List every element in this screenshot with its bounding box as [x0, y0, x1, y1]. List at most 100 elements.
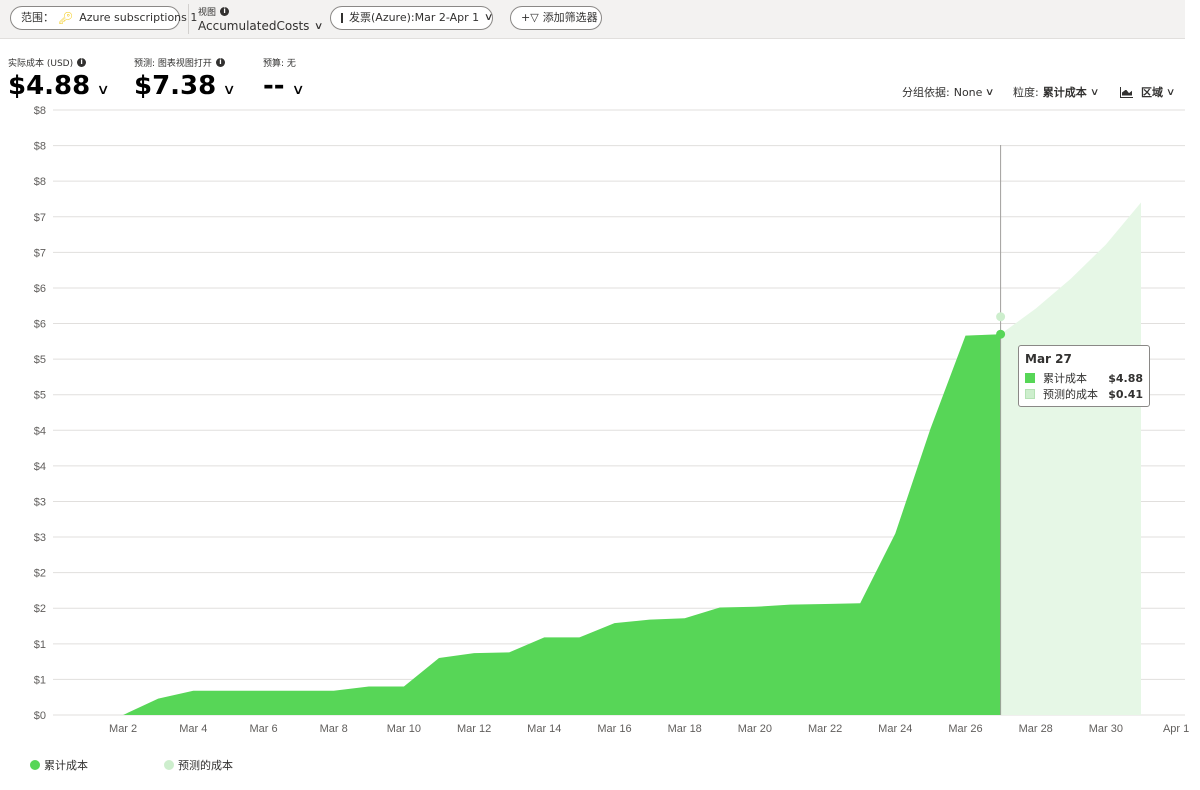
- scope-label: 范围: [21, 11, 43, 24]
- scope-separator: ：: [43, 11, 54, 24]
- x-tick-label: Mar 8: [320, 723, 348, 735]
- kpi-value: --: [263, 71, 285, 101]
- y-tick-label: $7: [34, 247, 46, 259]
- kpi-value: $4.88: [8, 71, 91, 101]
- add-filter-icon: +▽: [521, 11, 539, 24]
- view-label: 视图: [198, 8, 217, 18]
- forecast-hover-point: [996, 312, 1006, 322]
- scrollbar-gap: [1185, 0, 1200, 40]
- tooltip-row-actual: 累计成本 $4.88: [1025, 370, 1143, 386]
- x-tick-label: Mar 30: [1089, 723, 1123, 735]
- info-icon: i: [215, 58, 225, 67]
- x-tick-label: Mar 2: [109, 723, 137, 735]
- view-selector[interactable]: 视图 i AccumulatedCosts ∨: [198, 5, 324, 33]
- chart-type-dropdown[interactable]: 区域 ∨: [1120, 84, 1176, 100]
- y-tick-label: $8: [34, 176, 46, 188]
- x-tick-label: Mar 28: [1019, 723, 1053, 735]
- y-tick-label: $6: [34, 283, 46, 295]
- scope-value: Azure subscriptions 1: [79, 11, 198, 24]
- chevron-down-icon: ∨: [484, 12, 494, 23]
- actual-cost-area: [123, 334, 1001, 715]
- x-tick-label: Mar 16: [597, 723, 631, 735]
- x-tick-label: Mar 12: [457, 723, 491, 735]
- x-tick-label: Mar 18: [668, 723, 702, 735]
- legend-item-forecast[interactable]: 预测的成本: [164, 757, 233, 773]
- granularity-dropdown[interactable]: 粒度: 累计成本 ∨: [1013, 84, 1100, 100]
- x-tick-label: Mar 4: [179, 723, 207, 735]
- kpi-label: 预测: 图表视图打开: [134, 59, 212, 69]
- x-tick-label: Mar 10: [387, 723, 421, 735]
- legend-marker-actual: [30, 760, 40, 770]
- kpi-actual-cost[interactable]: 实际成本 (USD) i $4.88 ∨: [8, 56, 111, 101]
- y-tick-label: $3: [34, 496, 46, 508]
- y-tick-label: $3: [34, 532, 46, 544]
- actual-hover-point: [996, 329, 1006, 339]
- invoice-range: Mar 2-Apr 1: [414, 11, 480, 24]
- kpi-budget[interactable]: 预算: 无 -- ∨: [263, 56, 305, 101]
- y-tick-label: $1: [34, 674, 46, 686]
- y-tick-label: $6: [34, 319, 46, 331]
- tooltip-date: Mar 27: [1025, 352, 1072, 366]
- y-tick-label: $1: [34, 639, 46, 651]
- chevron-down-icon: ∨: [291, 82, 305, 98]
- y-tick-label: $2: [34, 603, 46, 615]
- legend-label-forecast: 预测的成本: [178, 759, 233, 772]
- scope-pill[interactable]: 范围 ： 🔑︎ Azure subscriptions 1: [10, 6, 197, 30]
- add-filter-label: 添加筛选器: [542, 11, 598, 24]
- chart-legend: 累计成本 预测的成本: [30, 757, 233, 773]
- chevron-down-icon: ∨: [985, 86, 995, 98]
- tooltip-series-value: $0.41: [1108, 387, 1143, 401]
- y-tick-label: $8: [34, 105, 46, 117]
- chevron-down-icon: ∨: [96, 82, 111, 98]
- x-tick-label: Mar 24: [878, 723, 912, 735]
- tooltip-series-name: 预测的成本: [1043, 388, 1098, 401]
- forecast-area: [965, 202, 1141, 715]
- y-tick-label: $5: [34, 390, 46, 402]
- y-tick-label: $0: [34, 710, 46, 722]
- kpi-label: 实际成本 (USD): [8, 59, 74, 69]
- y-tick-label: $4: [34, 425, 46, 437]
- area-chart-icon: [1120, 86, 1133, 98]
- tooltip-swatch-actual: [1025, 373, 1035, 383]
- x-tick-label: Apr 1: [1163, 723, 1189, 735]
- tooltip-swatch-forecast: [1025, 389, 1035, 399]
- group-by-dropdown[interactable]: 分组依据: None ∨: [902, 84, 995, 100]
- calendar-icon: [341, 13, 343, 23]
- y-tick-label: $5: [34, 354, 46, 366]
- kpi-forecast[interactable]: 预测: 图表视图打开 i $7.38 ∨: [134, 56, 237, 101]
- key-icon: 🔑︎: [58, 11, 74, 25]
- view-value: AccumulatedCosts: [198, 19, 310, 33]
- legend-marker-forecast: [164, 760, 174, 770]
- chevron-down-icon: ∨: [314, 20, 324, 32]
- info-icon: i: [220, 7, 230, 16]
- chart-type-value: 区域: [1141, 86, 1163, 99]
- x-tick-label: Mar 6: [249, 723, 277, 735]
- group-by-value: None: [953, 85, 983, 99]
- legend-label-actual: 累计成本: [44, 759, 88, 772]
- chart-tooltip: Mar 27 累计成本 $4.88 预测的成本 $0.41: [1018, 345, 1150, 407]
- kpi-value: $7.38: [134, 71, 217, 101]
- cost-area-chart[interactable]: $0 $1 $1 $2 $2 $3 $3 $4 $4 $5 $5 $6 $6 $7 $7 $8 $8 $8 Mar …: [0, 100, 1200, 740]
- y-tick-label: $4: [34, 461, 46, 473]
- x-tick-label: Mar 20: [738, 723, 772, 735]
- filter-toolbar: 范围 ： 🔑︎ Azure subscriptions 1 视图 i Accum…: [0, 0, 1185, 39]
- x-tick-label: Mar 22: [808, 723, 842, 735]
- granularity-value: 累计成本: [1042, 86, 1087, 99]
- tooltip-series-name: 累计成本: [1043, 372, 1087, 385]
- granularity-label: 粒度:: [1013, 86, 1039, 99]
- chevron-down-icon: ∨: [222, 82, 237, 98]
- y-tick-label: $8: [34, 141, 46, 153]
- chevron-down-icon: ∨: [1089, 86, 1100, 98]
- legend-item-actual[interactable]: 累计成本: [30, 757, 88, 773]
- invoice-date-pill[interactable]: 发票(Azure): Mar 2-Apr 1 ∨: [330, 6, 494, 30]
- y-tick-label: $7: [34, 212, 46, 224]
- x-tick-label: Mar 14: [527, 723, 561, 735]
- toolbar-divider: [188, 4, 189, 34]
- kpi-label: 预算: 无: [263, 59, 296, 69]
- invoice-label: 发票(Azure):: [349, 11, 415, 24]
- y-tick-label: $2: [34, 568, 46, 580]
- group-by-label: 分组依据:: [902, 86, 950, 99]
- add-filter-button[interactable]: +▽ 添加筛选器: [510, 6, 602, 30]
- info-icon: i: [77, 58, 87, 67]
- chevron-down-icon: ∨: [1165, 86, 1176, 98]
